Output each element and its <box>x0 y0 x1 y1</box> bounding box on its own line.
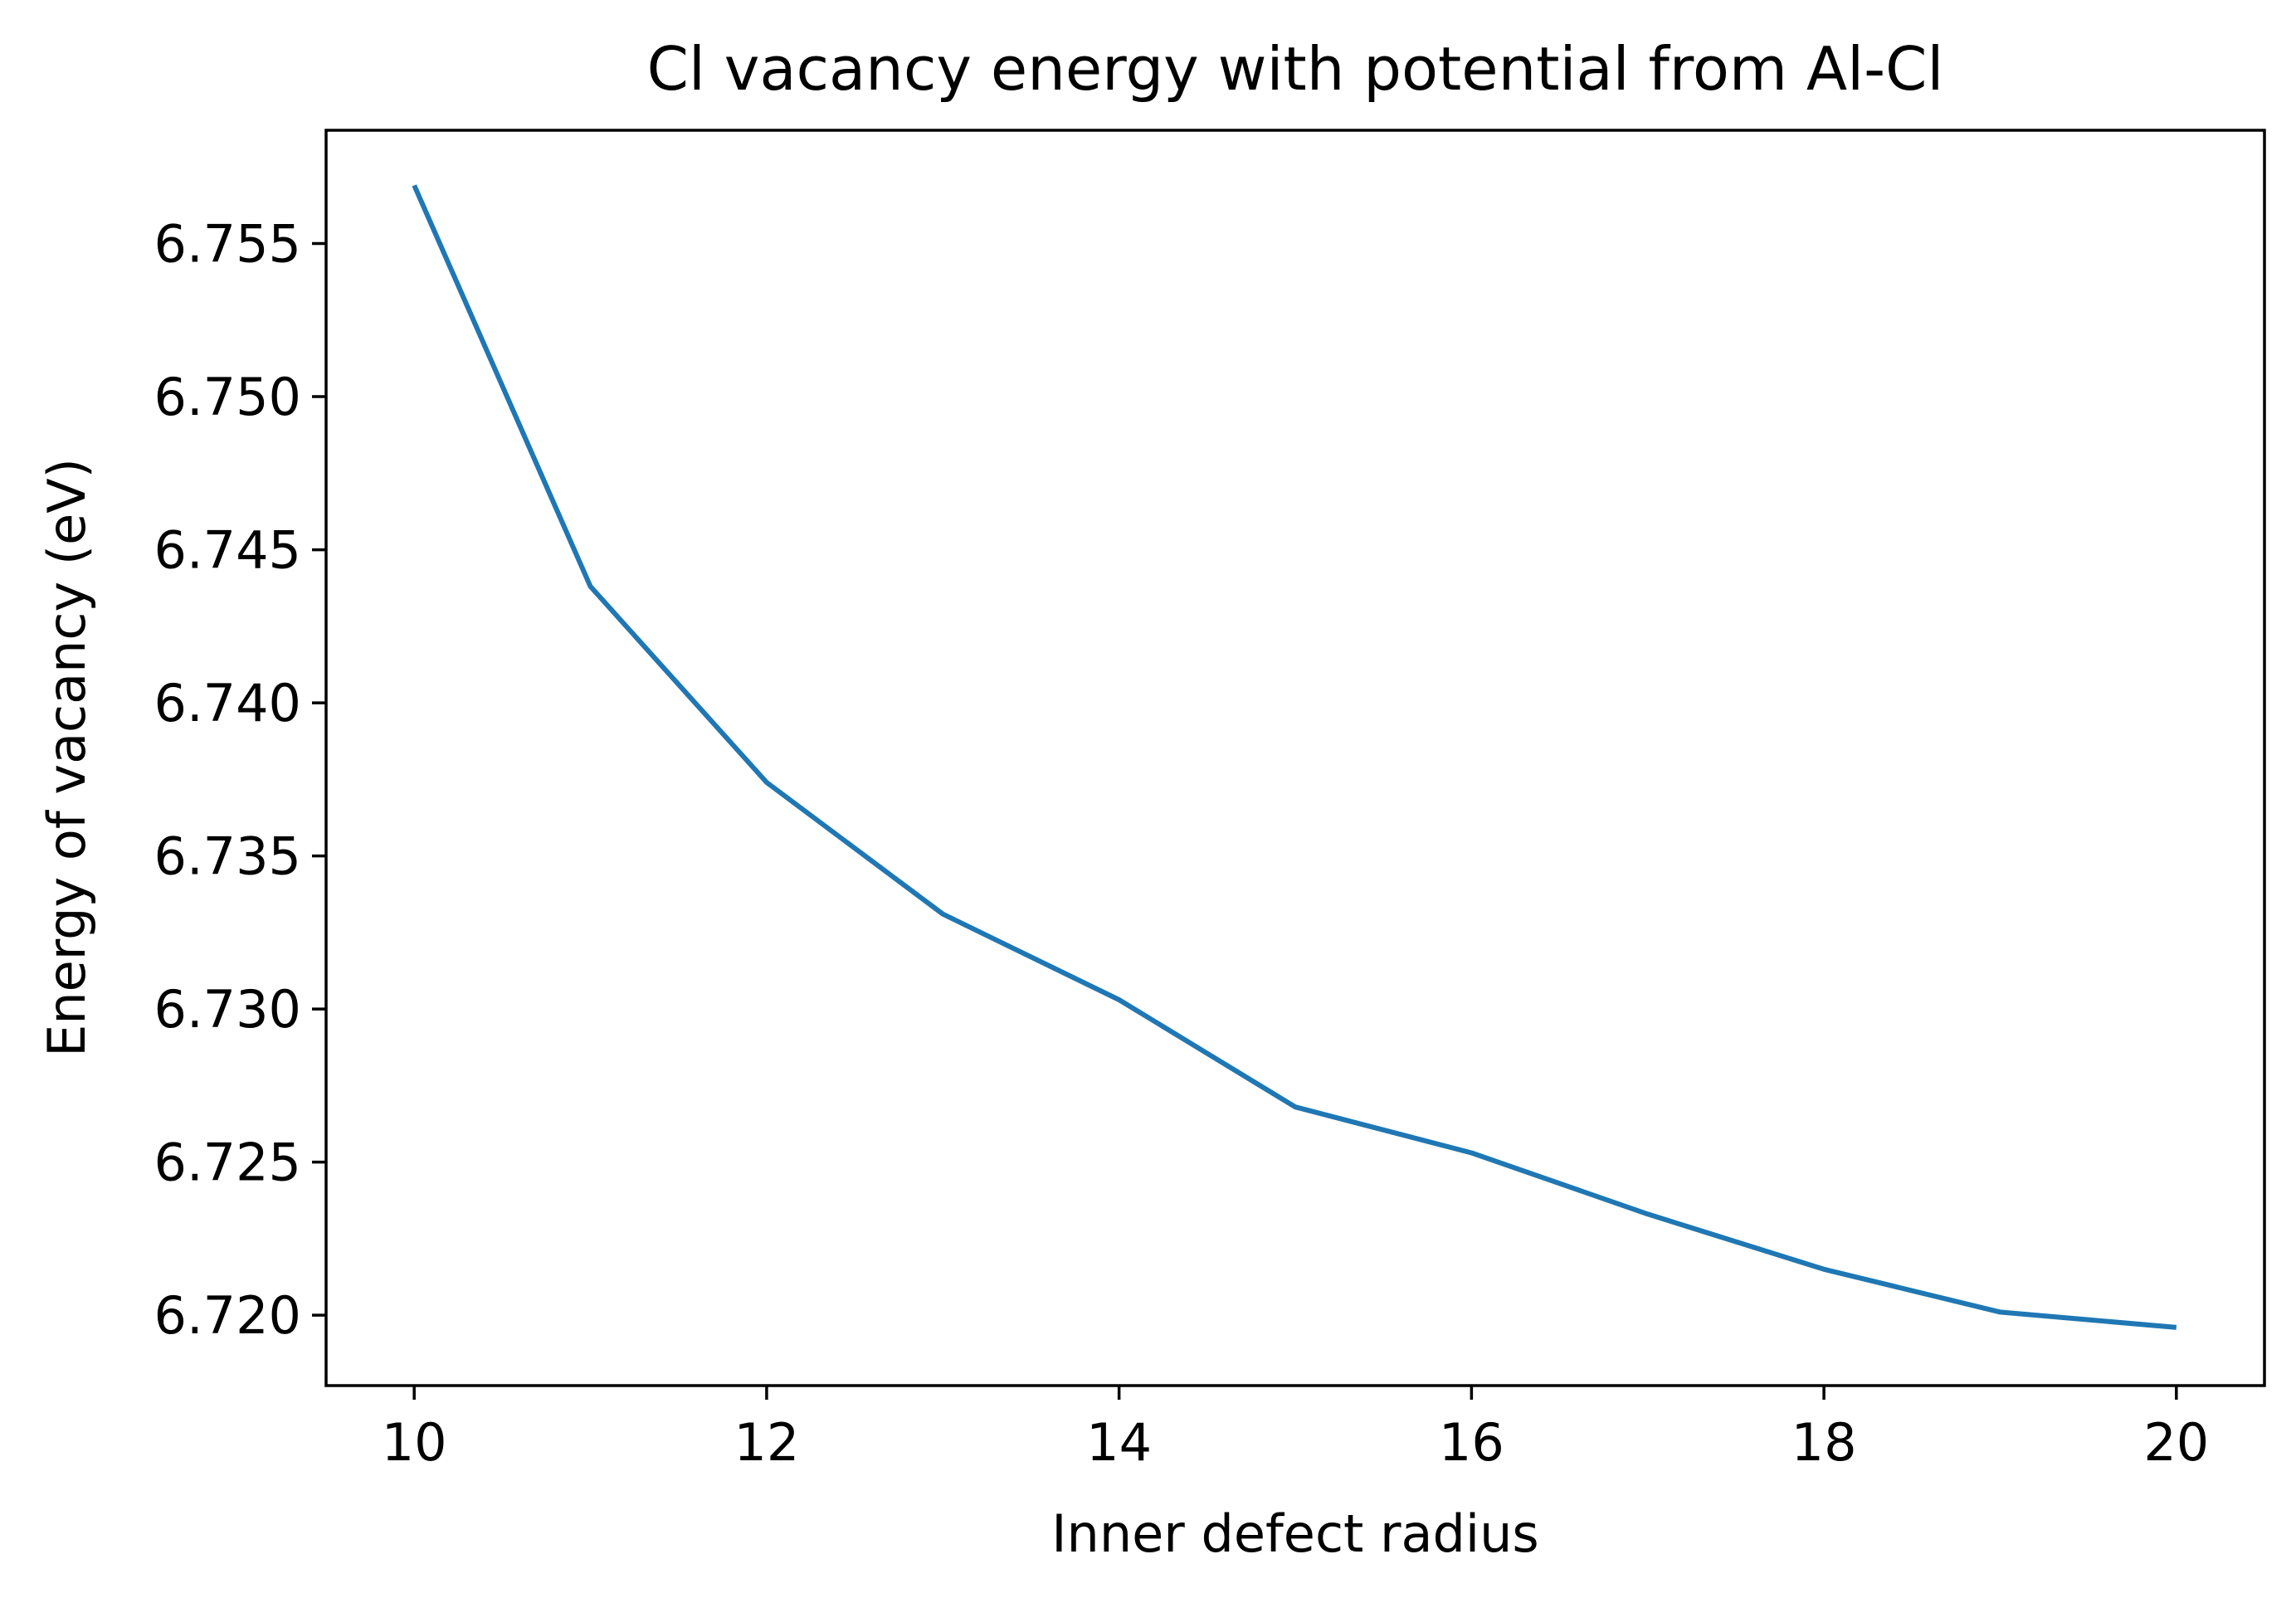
y-tick-label: 6.720 <box>154 1285 302 1346</box>
y-tick-label: 6.735 <box>154 826 302 887</box>
x-axis-ticks: 10 12 14 16 18 20 <box>382 1386 2209 1473</box>
x-tick-label: 10 <box>382 1412 447 1473</box>
plot-area-background <box>326 130 2264 1386</box>
y-axis-ticks: 6.720 6.725 6.730 6.735 6.740 6.745 6.750 6.755 <box>154 214 326 1346</box>
y-tick-label: 6.730 <box>154 979 302 1040</box>
x-tick-label: 14 <box>1086 1412 1152 1473</box>
y-tick-label: 6.740 <box>154 673 302 733</box>
y-tick-label: 6.750 <box>154 367 302 427</box>
x-axis-label: Inner defect radius <box>1051 1503 1538 1564</box>
x-tick-label: 12 <box>734 1412 799 1473</box>
y-tick-label: 6.745 <box>154 520 302 581</box>
chart-title: Cl vacancy energy with potential from Al… <box>647 34 1944 104</box>
x-tick-label: 16 <box>1439 1412 1504 1473</box>
y-axis-label: Energy of vacancy (eV) <box>37 458 97 1057</box>
y-tick-label: 6.755 <box>154 214 302 275</box>
x-tick-label: 20 <box>2143 1412 2209 1473</box>
series-layer <box>412 184 2177 1330</box>
x-tick-label: 18 <box>1791 1412 1857 1473</box>
plot-area-frame <box>324 129 2266 1387</box>
series-line <box>412 184 2177 1330</box>
y-tick-label: 6.725 <box>154 1133 302 1193</box>
